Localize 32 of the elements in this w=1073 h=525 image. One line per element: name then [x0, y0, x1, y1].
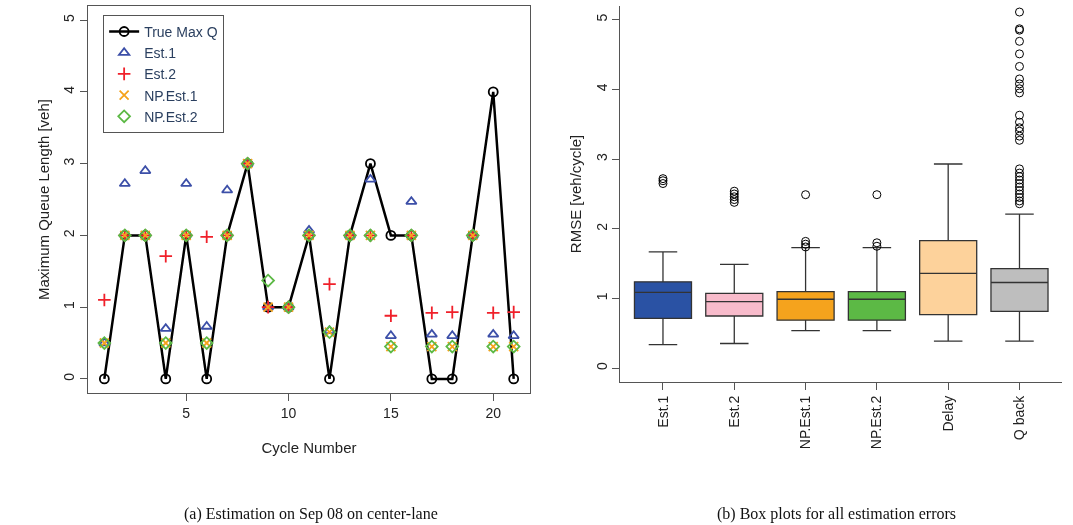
x-tick-label: Est.2 [725, 395, 742, 428]
y-tick-label: 4 [593, 83, 610, 92]
x-tick-label: Q back [1011, 394, 1028, 441]
y-tick-label: 2 [61, 229, 78, 238]
y-tick-label: 3 [61, 157, 78, 166]
x-tick-label: 5 [182, 405, 191, 422]
x-tick-label: Est.1 [654, 395, 671, 428]
text: (b) Box plots for all estimation errors [717, 505, 957, 523]
y-tick-label: 0 [61, 372, 78, 381]
y-tick-label: 5 [61, 13, 78, 22]
legend-label: NP.Est.1 [144, 87, 198, 104]
y-axis-title: RMSE [veh/cycle] [566, 134, 584, 254]
x-tick-label: 20 [485, 405, 502, 422]
legend-label: True Max Q [144, 23, 218, 40]
x-tick-label: Delay [939, 395, 956, 432]
y-tick-label: 0 [593, 362, 610, 371]
y-tick-label: 1 [593, 292, 610, 301]
y-tick-label: 5 [593, 13, 610, 22]
legend-label: Est.1 [144, 45, 177, 62]
x-tick-label: NP.Est.1 [797, 395, 814, 450]
text: (a) Estimation on Sep 08 on center-lane [184, 505, 438, 523]
y-tick-label: 2 [593, 222, 610, 231]
x-tick-label: 15 [383, 405, 399, 422]
y-tick-label: 3 [593, 152, 610, 161]
x-tick-label: NP.Est.2 [868, 395, 885, 450]
legend-label: Est.2 [144, 66, 177, 83]
legend-label: NP.Est.2 [144, 108, 198, 125]
y-tick-label: 4 [61, 85, 78, 94]
y-axis-title: Maximum Queue Length [veh] [34, 99, 52, 300]
x-axis-title: Cycle Number [261, 439, 357, 457]
x-tick-label: 10 [280, 405, 297, 422]
y-tick-label: 1 [61, 300, 78, 309]
